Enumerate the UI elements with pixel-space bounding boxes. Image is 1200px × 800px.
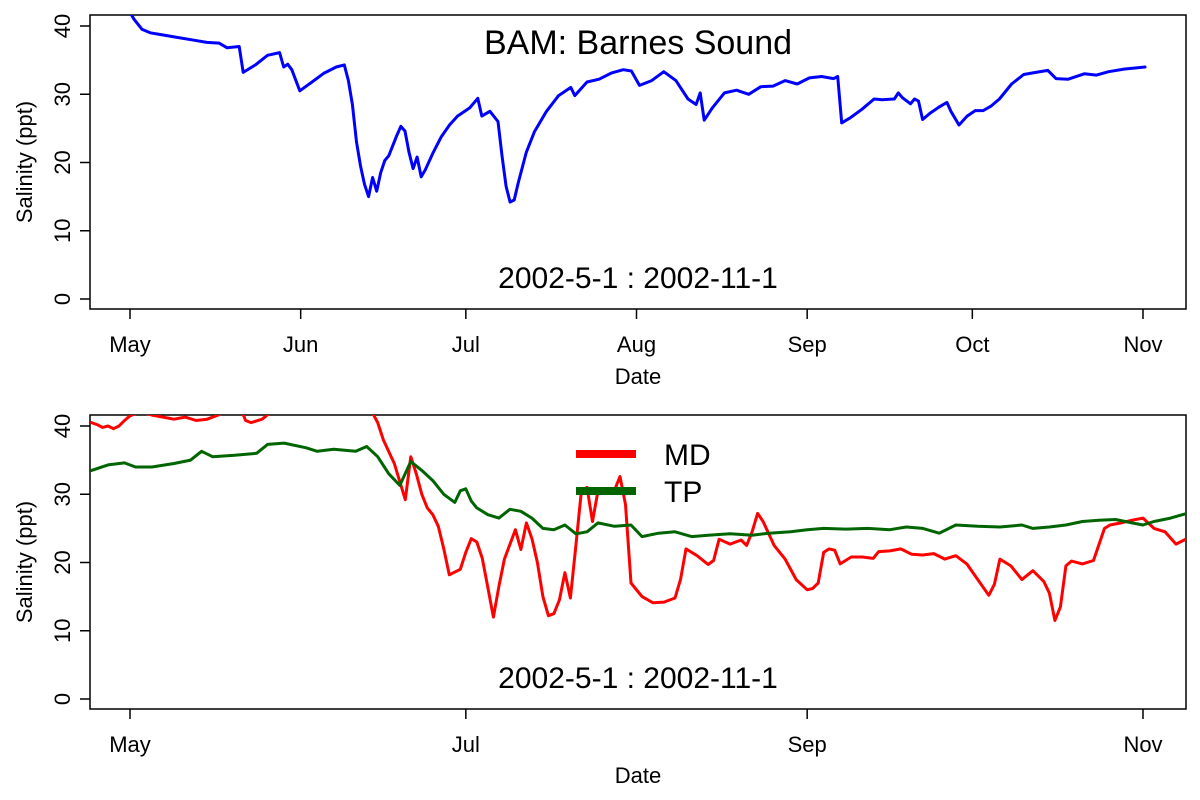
bottom-plot-lines xyxy=(90,415,1186,622)
top-x-tick-label: Jul xyxy=(452,332,480,357)
top-x-tick-label: Jun xyxy=(283,332,318,357)
bottom-y-axis-label: Salinity (ppt) xyxy=(12,501,37,623)
top-panel: May Jun Jul Aug Sep Oct Nov 0 10 20 30 40 BAM: Bar… xyxy=(12,14,1187,389)
top-x-axis: May Jun Jul Aug Sep Oct Nov xyxy=(109,309,1163,357)
top-x-tick-label: Aug xyxy=(617,332,656,357)
bottom-x-tick-label: May xyxy=(109,732,151,757)
bottom-x-axis: May Jul Sep Nov xyxy=(109,709,1163,757)
top-y-tick-label: 40 xyxy=(50,14,75,38)
bottom-x-tick-label: Jul xyxy=(452,732,480,757)
chart-title: BAM: Barnes Sound xyxy=(484,24,792,62)
bottom-x-tick-label: Nov xyxy=(1123,732,1162,757)
bottom-y-tick-label: 40 xyxy=(50,414,75,438)
bottom-y-tick-label: 10 xyxy=(50,619,75,643)
top-y-tick-label: 10 xyxy=(50,219,75,243)
top-y-tick-label: 0 xyxy=(50,293,75,305)
top-x-tick-label: Sep xyxy=(788,332,827,357)
top-y-axis: 0 10 20 30 40 xyxy=(50,14,90,305)
bottom-x-tick-label: Sep xyxy=(788,732,827,757)
top-x-tick-label: May xyxy=(109,332,151,357)
top-x-tick-label: Oct xyxy=(955,332,989,357)
legend-tp-label: TP xyxy=(664,476,702,509)
bottom-series-line-tp xyxy=(90,441,1186,539)
legend-md-label: MD xyxy=(664,439,711,472)
top-x-axis-label: Date xyxy=(615,364,661,389)
top-series-line-0 xyxy=(129,15,1147,204)
bottom-y-tick-label: 0 xyxy=(50,693,75,705)
top-plot-lines xyxy=(129,15,1147,204)
top-x-tick-label: Nov xyxy=(1123,332,1162,357)
bottom-series-line-md xyxy=(90,415,1186,622)
bottom-y-axis: 0 10 20 30 40 xyxy=(50,414,90,705)
bottom-x-axis-label: Date xyxy=(615,763,661,788)
top-date-range-label: 2002-5-1 : 2002-11-1 xyxy=(498,262,778,295)
top-y-tick-label: 20 xyxy=(50,150,75,174)
bottom-y-tick-label: 30 xyxy=(50,482,75,506)
top-y-tick-label: 30 xyxy=(50,82,75,106)
bottom-date-range-label: 2002-5-1 : 2002-11-1 xyxy=(498,662,778,695)
top-y-axis-label: Salinity (ppt) xyxy=(12,101,37,223)
bottom-y-tick-label: 20 xyxy=(50,550,75,574)
legend: MD TP xyxy=(576,439,711,509)
bottom-panel: May Jul Sep Nov 0 10 20 30 40 MD TP 2002-5-1 : … xyxy=(12,414,1187,788)
